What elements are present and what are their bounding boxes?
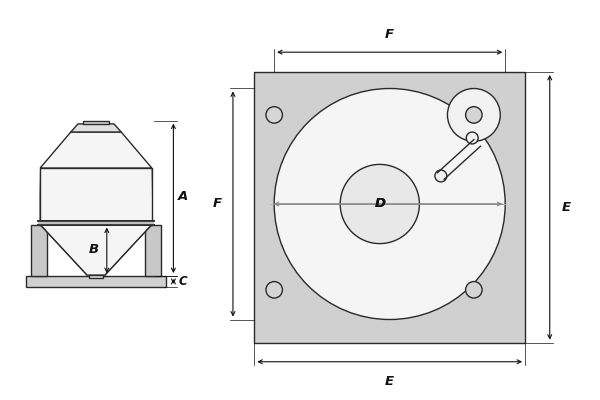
Circle shape bbox=[466, 282, 482, 298]
Circle shape bbox=[266, 107, 283, 123]
Bar bbox=[38, 221, 154, 225]
Text: A: A bbox=[178, 190, 188, 203]
Bar bbox=[40, 168, 152, 225]
Circle shape bbox=[340, 164, 419, 244]
Text: F: F bbox=[212, 198, 221, 210]
Text: E: E bbox=[562, 201, 570, 214]
Circle shape bbox=[466, 107, 482, 123]
Circle shape bbox=[266, 282, 283, 298]
Bar bbox=[254, 72, 525, 342]
Text: E: E bbox=[385, 375, 394, 388]
Circle shape bbox=[274, 88, 505, 320]
Text: C: C bbox=[179, 275, 188, 288]
Polygon shape bbox=[71, 124, 121, 132]
Circle shape bbox=[466, 132, 478, 144]
Bar bbox=[145, 225, 161, 276]
Polygon shape bbox=[40, 132, 152, 168]
Text: F: F bbox=[385, 28, 394, 41]
Circle shape bbox=[448, 88, 500, 141]
Text: B: B bbox=[89, 243, 99, 256]
Text: D: D bbox=[374, 198, 385, 210]
Circle shape bbox=[435, 170, 447, 182]
Polygon shape bbox=[40, 225, 152, 275]
Bar bbox=[83, 121, 109, 124]
Bar bbox=[26, 276, 166, 287]
Bar bbox=[31, 225, 47, 276]
Bar bbox=[89, 275, 103, 278]
Text: D: D bbox=[374, 198, 385, 210]
